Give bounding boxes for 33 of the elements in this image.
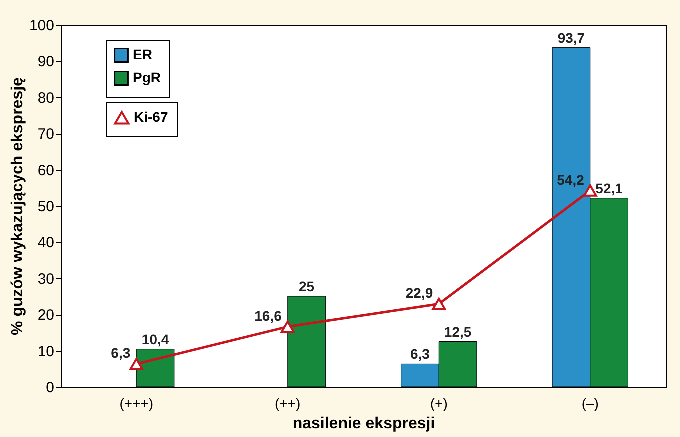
x-tick-label: (–) bbox=[582, 396, 599, 412]
y-tick-label: 30 bbox=[38, 270, 54, 288]
data-label: 54,2 bbox=[557, 172, 585, 188]
x-axis-title: nasilenie ekspresji bbox=[292, 416, 436, 432]
x-tick-label: (+) bbox=[430, 396, 448, 412]
data-label: 93,7 bbox=[558, 30, 586, 46]
point bbox=[280, 320, 295, 334]
point bbox=[130, 358, 144, 370]
data-label: 6,3 bbox=[410, 346, 430, 362]
point bbox=[432, 298, 446, 310]
x-tick-label: (++) bbox=[275, 396, 301, 412]
y-tick-label: 40 bbox=[38, 234, 54, 252]
data-label: 16,6 bbox=[254, 308, 282, 324]
y-tick-label: 90 bbox=[38, 54, 54, 71]
data-label: 10,4 bbox=[142, 331, 170, 348]
y-tick-label: 50 bbox=[38, 198, 54, 216]
y-tick-label: 80 bbox=[38, 90, 54, 107]
y-axis-title: % guzów wykazujących ekspresję bbox=[9, 77, 26, 336]
data-label: 6,3 bbox=[111, 345, 131, 362]
y-tick-label: 10 bbox=[38, 343, 54, 360]
data-label: 25 bbox=[298, 278, 315, 294]
data-label: 22,9 bbox=[406, 285, 434, 302]
legend-label: PgR bbox=[133, 70, 161, 86]
y-tick-label: 0 bbox=[46, 380, 54, 396]
x-tick-label: (+++) bbox=[120, 396, 154, 412]
y-tick-label: 100 bbox=[29, 18, 54, 34]
legend-label: ER bbox=[133, 46, 152, 62]
y-tick-label: 60 bbox=[38, 162, 54, 180]
y-tick-label: 20 bbox=[38, 307, 54, 324]
legend-label: Ki-67 bbox=[134, 109, 168, 125]
y-tick-label: 70 bbox=[38, 126, 54, 144]
data-label: 52,1 bbox=[596, 180, 624, 196]
data-label: 12,5 bbox=[444, 324, 472, 340]
